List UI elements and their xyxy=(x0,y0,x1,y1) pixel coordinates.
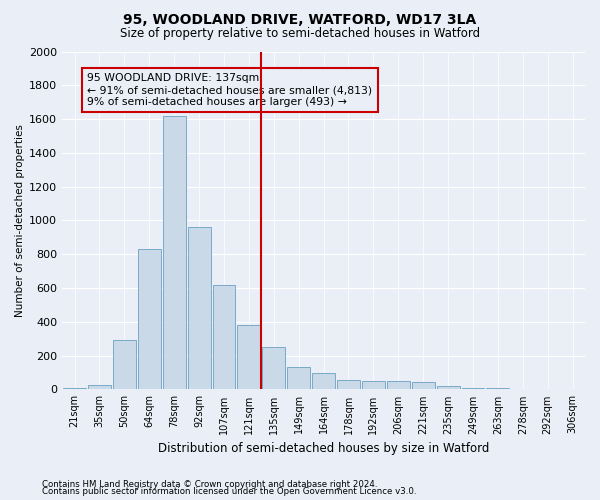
Bar xyxy=(412,382,434,390)
Text: Contains public sector information licensed under the Open Government Licence v3: Contains public sector information licen… xyxy=(42,488,416,496)
Bar xyxy=(287,368,310,390)
Bar xyxy=(63,388,86,390)
Y-axis label: Number of semi-detached properties: Number of semi-detached properties xyxy=(15,124,25,317)
Bar xyxy=(88,385,111,390)
Bar xyxy=(511,388,534,390)
Bar xyxy=(262,347,285,390)
Text: 95 WOODLAND DRIVE: 137sqm
← 91% of semi-detached houses are smaller (4,813)
9% o: 95 WOODLAND DRIVE: 137sqm ← 91% of semi-… xyxy=(87,74,372,106)
Bar xyxy=(238,325,260,390)
Bar xyxy=(387,382,410,390)
Bar xyxy=(312,372,335,390)
Bar xyxy=(337,380,360,390)
Bar xyxy=(212,284,235,390)
Bar xyxy=(138,249,161,390)
Bar xyxy=(113,340,136,390)
X-axis label: Distribution of semi-detached houses by size in Watford: Distribution of semi-detached houses by … xyxy=(158,442,489,455)
Bar xyxy=(362,380,385,390)
Text: Size of property relative to semi-detached houses in Watford: Size of property relative to semi-detach… xyxy=(120,28,480,40)
Bar xyxy=(188,227,211,390)
Text: 95, WOODLAND DRIVE, WATFORD, WD17 3LA: 95, WOODLAND DRIVE, WATFORD, WD17 3LA xyxy=(124,12,476,26)
Bar xyxy=(437,386,460,390)
Bar xyxy=(536,388,559,390)
Bar xyxy=(487,388,509,390)
Text: Contains HM Land Registry data © Crown copyright and database right 2024.: Contains HM Land Registry data © Crown c… xyxy=(42,480,377,489)
Bar xyxy=(461,388,484,390)
Bar xyxy=(561,388,584,390)
Bar xyxy=(163,116,185,390)
